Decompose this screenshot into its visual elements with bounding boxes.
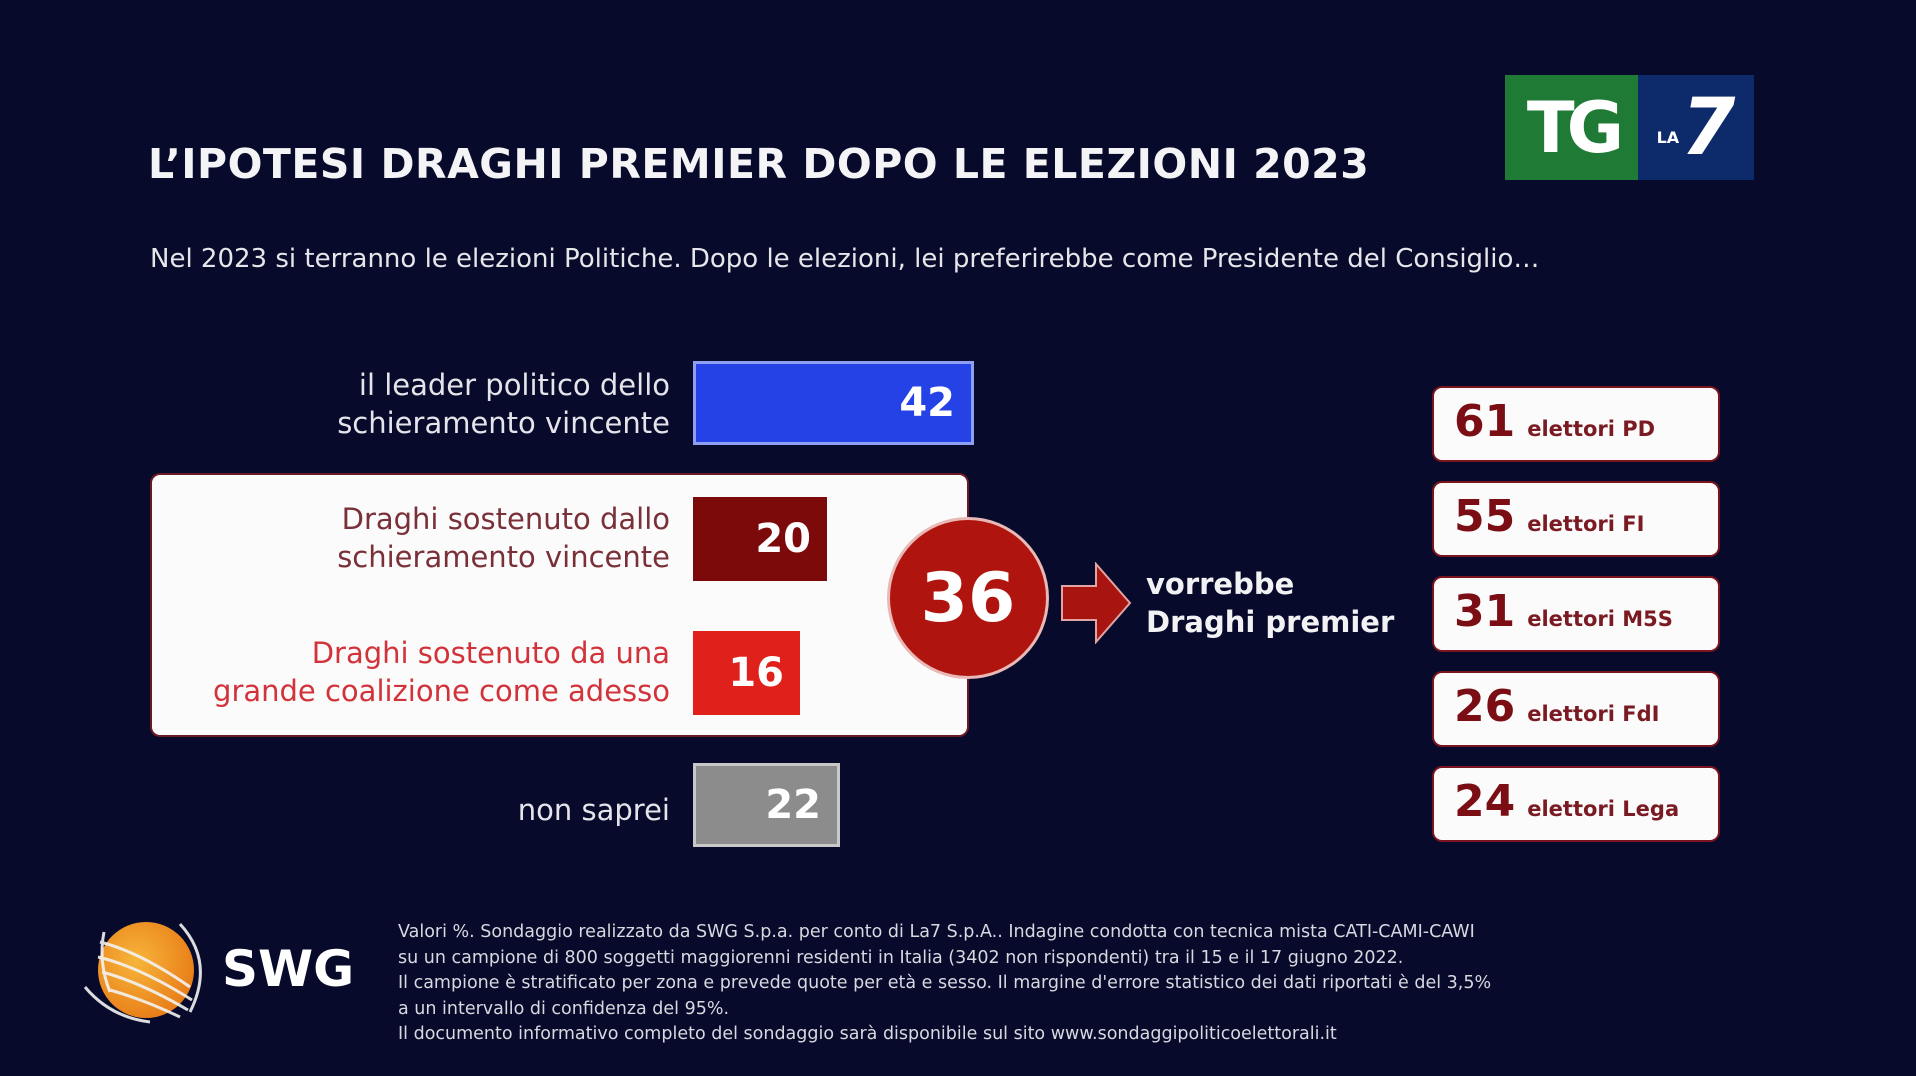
party-value: 55 (1454, 491, 1516, 542)
footnote-line: a un intervallo di confidenza del 95%. (398, 998, 730, 1019)
swg-name: SWG (222, 940, 355, 998)
logo-seven: 7 (1681, 82, 1736, 173)
party-label: elettori FI (1527, 512, 1645, 536)
label-line: grande coalizione come adesso (213, 674, 670, 708)
party-label: elettori PD (1527, 417, 1656, 441)
bar-draghi-schieramento: 20 (693, 497, 827, 581)
label-line: Draghi sostenuto dallo (341, 502, 670, 536)
caption-line: Draghi premier (1146, 605, 1395, 639)
party-value: 26 (1454, 681, 1516, 732)
party-box-fdi: 26 elettori FdI (1434, 673, 1718, 745)
bar-value-label: 16 (728, 650, 784, 696)
methodology-footnote: Valori %. Sondaggio realizzato da SWG S.… (398, 920, 1491, 1048)
label-line: non saprei (517, 793, 670, 827)
party-value: 24 (1454, 776, 1516, 827)
footnote-line: Valori %. Sondaggio realizzato da SWG S.… (398, 922, 1475, 942)
bar-value-label: 42 (899, 380, 955, 426)
caption-line: vorrebbe (1146, 567, 1295, 601)
logo-la: LA (1656, 128, 1680, 147)
label-line: schieramento vincente (337, 540, 670, 574)
draghi-group-box (152, 475, 967, 735)
tg-la7-logo: TG LA 7 (1505, 75, 1754, 180)
category-label-0: il leader politico dello schieramento vi… (337, 366, 670, 442)
party-box-fi: 55 elettori FI (1434, 483, 1718, 555)
category-label-1: Draghi sostenuto dallo schieramento vinc… (337, 500, 670, 576)
logo-tg: TG (1505, 75, 1638, 180)
category-label-3: non saprei (518, 791, 670, 829)
footnote-line: Il documento informativo completo del so… (398, 1024, 1337, 1044)
total-caption: vorrebbe Draghi premier (1146, 565, 1394, 641)
bar-non-saprei: 22 (693, 763, 840, 847)
bar-value-label: 20 (755, 516, 811, 562)
party-label: elettori FdI (1527, 702, 1660, 726)
bar-value-label: 22 (765, 782, 821, 828)
chart-title: L’IPOTESI DRAGHI PREMIER DOPO LE ELEZION… (148, 140, 1370, 188)
arrow-right-icon (1061, 562, 1132, 644)
question-text: Nel 2023 si terranno le elezioni Politic… (150, 244, 1540, 274)
label-line: Draghi sostenuto da una (311, 636, 670, 670)
bar-draghi-coalizione: 16 (693, 631, 800, 715)
party-box-pd: 61 elettori PD (1434, 388, 1718, 460)
party-box-lega: 24 elettori Lega (1434, 768, 1718, 840)
footnote-line: su un campione di 800 soggetti maggioren… (398, 947, 1404, 968)
party-box-m5s: 31 elettori M5S (1434, 578, 1718, 650)
party-value: 61 (1454, 396, 1516, 447)
swg-logo: SWG (80, 912, 370, 1027)
swg-globe-icon (83, 922, 202, 1024)
category-label-2: Draghi sostenuto da una grande coalizion… (213, 634, 670, 710)
party-label: elettori Lega (1527, 797, 1680, 821)
party-label: elettori M5S (1527, 607, 1673, 631)
logo-la7: LA 7 (1638, 75, 1754, 180)
label-line: il leader politico dello (358, 368, 670, 402)
label-line: schieramento vincente (337, 406, 670, 440)
bar-leader-vincente: 42 (693, 361, 974, 445)
footnote-line: Il campione è stratificato per zona e pr… (398, 973, 1492, 993)
party-value: 31 (1454, 586, 1516, 637)
total-circle: 36 (890, 520, 1046, 676)
